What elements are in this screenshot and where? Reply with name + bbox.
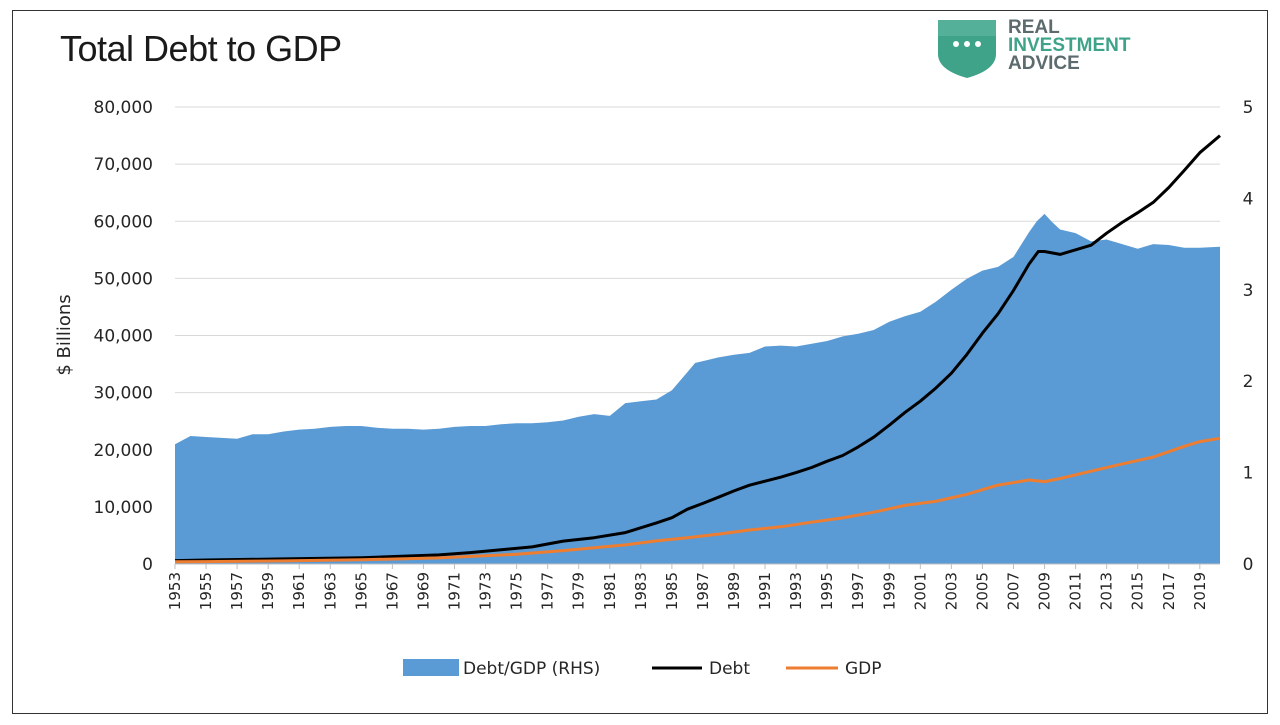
x-tick-label: 1961 [290,572,308,610]
x-tick-label: 1957 [228,572,246,610]
x-tick-label: 1979 [570,572,588,610]
legend-label: Debt [709,659,750,679]
x-tick-label: 2005 [973,572,991,610]
x-tick-label: 1989 [725,572,743,610]
x-tick-label: 2019 [1191,572,1209,610]
x-tick-label: 1971 [445,572,463,610]
x-tick-label: 2011 [1067,572,1085,610]
logo-wordmark: REAL INVESTMENT ADVICE [1008,17,1131,74]
logo-line-2: INVESTMENT [1008,35,1131,56]
x-tick-label: 2009 [1036,572,1054,610]
y-tick-label: 10,000 [94,498,153,518]
x-tick-label: 2015 [1129,572,1147,610]
y-tick-label: 20,000 [94,441,153,461]
chart-title: Total Debt to GDP [60,28,342,69]
y2-tick-label: 2 [1243,372,1254,392]
logo-shield-icon [938,20,996,78]
legend: Debt/GDP (RHS) Debt GDP [403,659,882,679]
y-axis-label: $ Billions [54,294,75,375]
x-tick-label: 1977 [539,572,557,610]
x-tick-label: 1967 [383,572,401,610]
x-tick-label: 2001 [911,572,929,610]
x-tick-label: 1983 [632,572,650,610]
logo-shield-highlight [938,20,996,36]
y2-tick-label: 4 [1243,189,1254,209]
y2-tick-label: 0 [1243,555,1254,575]
x-tick-label: 1997 [849,572,867,610]
legend-label: Debt/GDP (RHS) [463,659,600,679]
x-tick-label: 1965 [352,572,370,610]
x-tick-label: 1999 [880,572,898,610]
y2-tick-label: 3 [1243,281,1254,301]
x-tick-label: 1963 [321,572,339,610]
x-tick-label: 1975 [508,572,526,610]
x-tick-label: 1981 [601,572,619,610]
x-tick-label: 1993 [787,572,805,610]
x-tick-label: 1953 [166,572,184,610]
y-tick-label: 70,000 [94,155,153,175]
series-debt-gdp-area [175,213,1220,564]
x-tick-label: 2003 [942,572,960,610]
legend-label: GDP [845,659,882,679]
y-tick-label: 40,000 [94,327,153,347]
x-tick-label: 1955 [197,572,215,610]
x-tick-label: 1969 [414,572,432,610]
logo-shield-shape [938,20,996,78]
axes: 0 10,000 20,000 30,000 40,000 50,000 60,000 70,… [94,98,1254,610]
x-tick-label: 1995 [818,572,836,610]
x-tick-label: 1959 [259,572,277,610]
x-tick-label: 1985 [663,572,681,610]
logo-line-1: REAL [1008,17,1060,38]
logo-line-3: ADVICE [1008,53,1080,74]
x-tick-label: 2007 [1004,572,1022,610]
y-tick-label: 50,000 [94,269,153,289]
x-tick-label: 2013 [1098,572,1116,610]
y-tick-label: 30,000 [94,384,153,404]
y-tick-label: 0 [142,555,153,575]
y2-tick-label: 1 [1243,464,1254,484]
area-series-layer [175,213,1220,564]
x-tick-label: 1973 [477,572,495,610]
series-debt-line [174,134,1221,563]
x-tick-label: 1991 [756,572,774,610]
line-series-layer [174,134,1221,564]
logo-dot-2 [964,41,970,47]
series-gdp-line [174,436,1221,564]
x-tick-label: 2017 [1160,572,1178,610]
legend-swatch-area [403,659,459,676]
y-tick-label: 80,000 [94,98,153,118]
logo-dot-3 [975,41,981,47]
y2-tick-label: 5 [1243,98,1254,118]
y-tick-label: 60,000 [94,212,153,232]
x-tick-label: 1987 [694,572,712,610]
logo-dot-1 [953,41,959,47]
